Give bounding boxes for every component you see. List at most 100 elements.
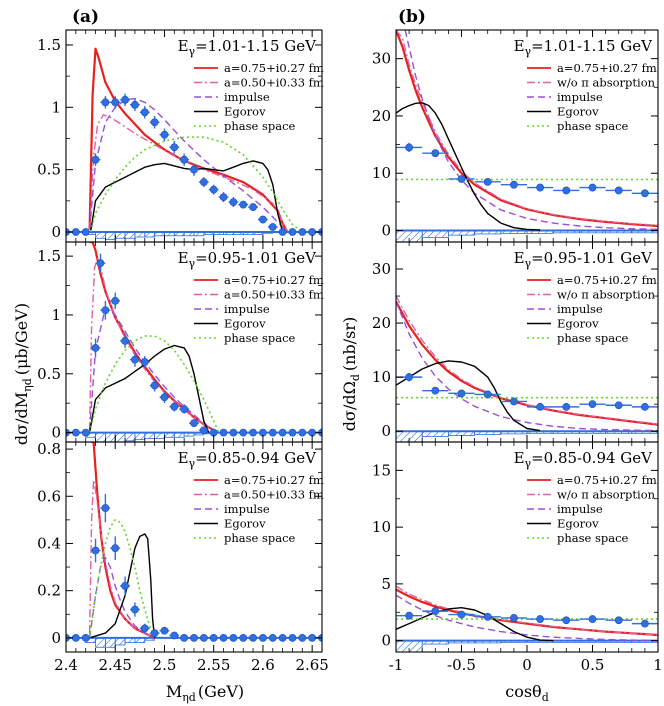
data-point xyxy=(170,402,179,411)
energy-label: Eγ=1.01-1.15 GeV xyxy=(514,37,654,58)
y-tick-label: 10 xyxy=(372,368,391,386)
chart-panel-b2: 0 10 20 30 Eγ=0.95-1.01 GeV a=0.75+i0.27 fmw/… xyxy=(372,241,659,443)
y-tick-label: 1.5 xyxy=(37,36,61,54)
right-xlabel: cosθd xyxy=(505,682,548,704)
series-line-egorov xyxy=(396,360,541,432)
data-point xyxy=(249,633,257,642)
data-point xyxy=(101,98,110,107)
legend-entry: impulse xyxy=(557,302,603,316)
data-point xyxy=(588,615,597,623)
legend-entry: Egorov xyxy=(557,105,599,119)
data-point xyxy=(536,183,544,192)
plot-area xyxy=(66,242,322,442)
legend-entry: Egorov xyxy=(557,317,599,331)
series-line-impulse xyxy=(396,301,658,432)
data-point xyxy=(150,381,159,390)
legend-entry: a=0.75+i0.27 fm xyxy=(224,473,324,487)
data-point xyxy=(614,401,623,410)
data-point xyxy=(190,165,198,174)
data-point xyxy=(71,228,80,236)
series-line-egorov xyxy=(89,533,156,639)
y-tick-label: 20 xyxy=(372,107,391,125)
data-point xyxy=(268,223,277,231)
legend-entry: phase space xyxy=(557,531,629,545)
legend-entry: phase space xyxy=(224,119,296,133)
legend-entry: impulse xyxy=(224,302,270,316)
series-line-w-o-absorption xyxy=(396,295,658,425)
legend-entry: Egorov xyxy=(557,517,599,531)
y-tick-label: 0 xyxy=(381,422,391,440)
panel-label-a: (a) xyxy=(72,7,99,27)
legend-entry: impulse xyxy=(224,502,270,516)
y-tick-label: 20 xyxy=(372,314,391,332)
data-point xyxy=(298,633,307,642)
data-point xyxy=(483,612,492,621)
data-point xyxy=(536,402,544,411)
legend-entry: Egorov xyxy=(224,517,266,531)
data-point xyxy=(131,355,139,364)
energy-label: Eγ=0.85-0.94 GeV xyxy=(178,449,318,470)
legend-entry: a=0.75+i0.27 fm xyxy=(224,61,324,75)
data-point xyxy=(229,198,238,206)
panel-label-b: (b) xyxy=(398,7,426,27)
plot-area xyxy=(396,295,658,442)
data-point xyxy=(641,189,649,198)
plot-area xyxy=(396,585,658,652)
data-point xyxy=(562,616,571,625)
data-point xyxy=(298,228,307,236)
energy-label: Eγ=0.95-1.01 GeV xyxy=(178,249,318,270)
data-point xyxy=(614,186,623,195)
y-tick-label: 10 xyxy=(372,518,391,536)
legend-entry: a=0.50+i0.33 fm xyxy=(224,488,324,502)
data-point xyxy=(140,108,149,117)
data-point xyxy=(131,605,139,614)
data-point xyxy=(170,631,179,640)
x-tick-label: 0.5 xyxy=(581,656,605,674)
chart-panel-a1: 0 0.5 1 1.5 Eγ=1.01-1.15 GeV a=0.75+i0.27 fma… xyxy=(37,29,324,243)
data-point xyxy=(405,143,413,152)
data-point xyxy=(101,504,110,512)
chart-panel-a3: 0 0.2 0.4 0.6 0.8 2.4 2.45 2.5 2.55 2.6 2.65 Eγ=0.8… xyxy=(37,440,329,674)
data-point xyxy=(219,193,228,202)
data-point xyxy=(199,178,208,187)
x-tick-label: 2.45 xyxy=(99,656,132,674)
data-point xyxy=(239,633,248,642)
series-line-impulse xyxy=(396,594,658,642)
x-tick-label: -0.5 xyxy=(447,656,476,674)
data-point xyxy=(81,228,90,236)
data-point xyxy=(268,428,277,437)
data-point xyxy=(614,616,623,625)
y-tick-label: 0.5 xyxy=(37,161,61,179)
plot-area xyxy=(66,442,322,648)
data-point xyxy=(111,544,120,553)
systematic-box xyxy=(421,230,449,238)
systematic-box xyxy=(95,637,106,648)
data-point xyxy=(278,228,287,236)
legend-entry: a=0.50+i0.33 fm xyxy=(224,76,324,90)
left-ylabel: dσ/dMηd(μb/GeV) xyxy=(12,303,34,445)
data-point xyxy=(288,228,297,236)
data-point xyxy=(510,180,518,189)
data-point xyxy=(81,633,90,642)
data-point xyxy=(121,95,129,104)
data-point xyxy=(288,633,297,642)
legend-entry: phase space xyxy=(557,119,629,133)
series-line-egorov xyxy=(88,344,210,433)
data-point xyxy=(239,200,248,209)
data-point xyxy=(140,358,149,366)
data-point xyxy=(259,633,267,642)
y-tick-label: 0 xyxy=(381,222,391,240)
data-point xyxy=(457,175,466,183)
data-point xyxy=(278,428,287,437)
data-point xyxy=(199,426,208,435)
y-tick-label: 1 xyxy=(51,306,61,324)
data-point xyxy=(81,428,90,437)
x-tick-label: 2.6 xyxy=(251,656,275,674)
x-tick-label: 2.5 xyxy=(153,656,177,674)
data-point xyxy=(121,336,129,345)
data-point xyxy=(91,155,100,164)
legend-entry: a=0.50+i0.33 fm xyxy=(224,288,324,302)
data-point xyxy=(536,615,544,623)
data-point xyxy=(91,343,100,352)
